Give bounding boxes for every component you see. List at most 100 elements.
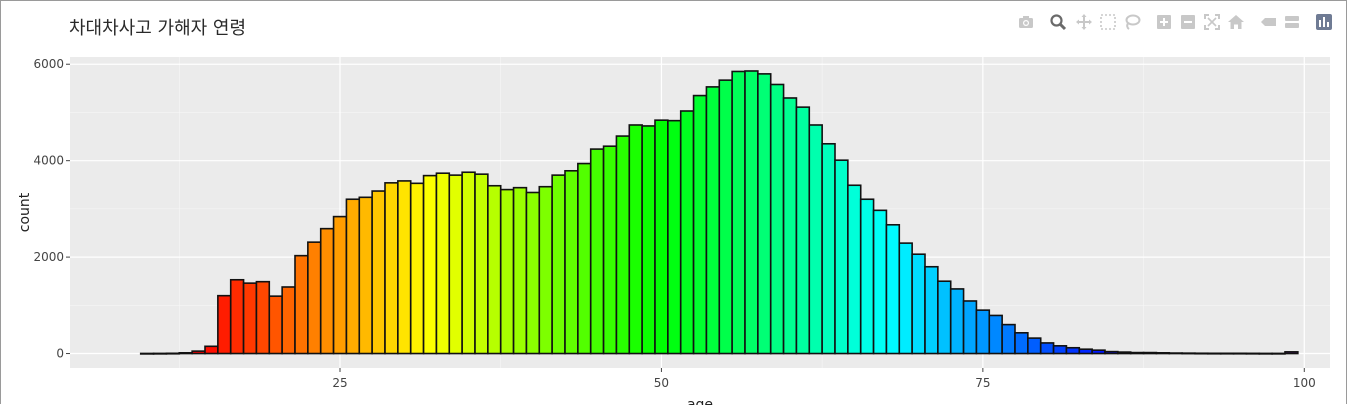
zoom-in-icon[interactable] [1155, 13, 1173, 31]
histogram-bar[interactable] [615, 135, 631, 355]
histogram-bar[interactable] [1271, 352, 1286, 355]
spike-lines-icon[interactable] [1259, 13, 1277, 31]
histogram-bar[interactable] [937, 280, 952, 355]
histogram-bar[interactable] [409, 182, 425, 355]
histogram-bar[interactable] [911, 253, 926, 355]
histogram-bar[interactable] [962, 300, 978, 355]
histogram-bar[interactable] [1129, 351, 1145, 355]
pan-icon[interactable] [1075, 13, 1093, 31]
histogram-bar[interactable] [898, 242, 913, 355]
histogram-bar[interactable] [564, 169, 579, 355]
histogram-bar[interactable] [255, 280, 271, 355]
histogram-bar[interactable] [602, 145, 618, 355]
histogram-bar[interactable] [487, 184, 502, 355]
histogram-bar[interactable] [1027, 337, 1042, 355]
histogram-bar[interactable] [705, 86, 721, 355]
histogram-bar[interactable] [358, 196, 373, 355]
zoom-out-icon[interactable] [1179, 13, 1197, 31]
histogram-bar[interactable] [834, 159, 849, 355]
histogram-bar[interactable] [307, 241, 322, 355]
histogram-bar[interactable] [435, 172, 451, 355]
lasso-icon[interactable] [1123, 13, 1141, 31]
histogram-bar[interactable] [1168, 352, 1183, 355]
histogram-bar[interactable] [384, 182, 399, 355]
histogram-bar[interactable] [319, 227, 335, 355]
histogram-bar[interactable] [217, 294, 232, 355]
histogram-bar[interactable] [847, 184, 862, 355]
histogram-bar[interactable] [268, 295, 283, 355]
histogram-bar[interactable] [229, 278, 245, 355]
histogram-bar[interactable] [191, 350, 206, 355]
histogram-bar[interactable] [782, 97, 798, 355]
histogram-bar[interactable] [1078, 348, 1093, 355]
histogram-bar[interactable] [1091, 349, 1106, 355]
zoom-icon[interactable] [1049, 13, 1067, 31]
histogram-bar[interactable] [242, 282, 258, 355]
histogram-bar[interactable] [1207, 352, 1222, 355]
histogram-bar[interactable] [1104, 350, 1119, 355]
histogram-bar[interactable] [731, 70, 746, 355]
histogram-bar[interactable] [422, 174, 438, 355]
histogram-bar[interactable] [152, 352, 168, 355]
histogram-bar[interactable] [1232, 352, 1248, 355]
autoscale-icon[interactable] [1203, 13, 1221, 31]
histogram-bar[interactable] [332, 215, 348, 355]
histogram-bar[interactable] [371, 190, 386, 355]
histogram-bar[interactable] [1181, 352, 1196, 355]
histogram-bar[interactable] [551, 174, 566, 355]
histogram-bar[interactable] [1014, 332, 1029, 355]
histogram-bar[interactable] [1194, 352, 1209, 355]
histogram-bar[interactable] [1052, 345, 1068, 355]
histogram-bar[interactable] [204, 345, 219, 355]
histogram-bar[interactable] [641, 125, 656, 355]
box-select-icon[interactable] [1099, 13, 1117, 31]
histogram-bar[interactable] [1284, 351, 1299, 355]
histogram-bar[interactable] [538, 185, 553, 355]
histogram-bar[interactable] [1117, 351, 1132, 355]
histogram-bar[interactable] [461, 171, 476, 355]
histogram-bar[interactable] [178, 352, 193, 355]
reset-axes-icon[interactable] [1227, 13, 1245, 31]
histogram-bar[interactable] [397, 180, 412, 355]
histogram-bar[interactable] [345, 198, 361, 355]
histogram-bar[interactable] [667, 119, 682, 355]
histogram-bar[interactable] [744, 70, 759, 355]
histogram-bar[interactable] [1245, 352, 1261, 355]
histogram-bar[interactable] [448, 174, 463, 355]
histogram-bar[interactable] [589, 148, 605, 355]
histogram-bar[interactable] [885, 223, 901, 355]
histogram-bar[interactable] [949, 288, 965, 355]
histogram-bar[interactable] [757, 73, 772, 355]
histogram-bar[interactable] [872, 209, 888, 355]
histogram-bar[interactable] [769, 83, 785, 355]
histogram-bar[interactable] [499, 188, 515, 355]
compare-hover-icon[interactable] [1283, 13, 1301, 31]
histogram-bar[interactable] [1155, 352, 1171, 355]
histogram-bar[interactable] [924, 265, 939, 355]
histogram-bar[interactable] [718, 79, 733, 355]
histogram-bar[interactable] [1039, 342, 1055, 355]
histogram-bar[interactable] [281, 286, 296, 355]
histogram-bar[interactable] [577, 162, 592, 355]
histogram-bar[interactable] [988, 314, 1003, 355]
histogram-bar[interactable] [859, 198, 875, 355]
camera-icon[interactable] [1017, 13, 1035, 31]
histogram-bar[interactable] [821, 142, 836, 355]
histogram-bar[interactable] [1258, 352, 1273, 355]
histogram-bar[interactable] [808, 124, 823, 355]
histogram-bar[interactable] [1142, 351, 1158, 355]
histogram-bar[interactable] [474, 173, 489, 355]
histogram-bar[interactable] [512, 186, 528, 355]
histogram-bar[interactable] [1001, 323, 1016, 355]
histogram-bar[interactable] [1065, 346, 1081, 355]
histogram-bar[interactable] [165, 352, 181, 355]
plotly-logo-icon[interactable] [1315, 13, 1333, 31]
histogram-bar[interactable] [1219, 352, 1235, 355]
histogram-bar[interactable] [692, 94, 708, 355]
histogram-bar[interactable] [795, 106, 811, 355]
histogram-bar[interactable] [654, 119, 669, 355]
histogram-bar[interactable] [525, 191, 541, 355]
histogram-bar[interactable] [679, 110, 695, 355]
histogram-bar[interactable] [294, 254, 309, 355]
histogram-bars[interactable] [139, 70, 1299, 355]
